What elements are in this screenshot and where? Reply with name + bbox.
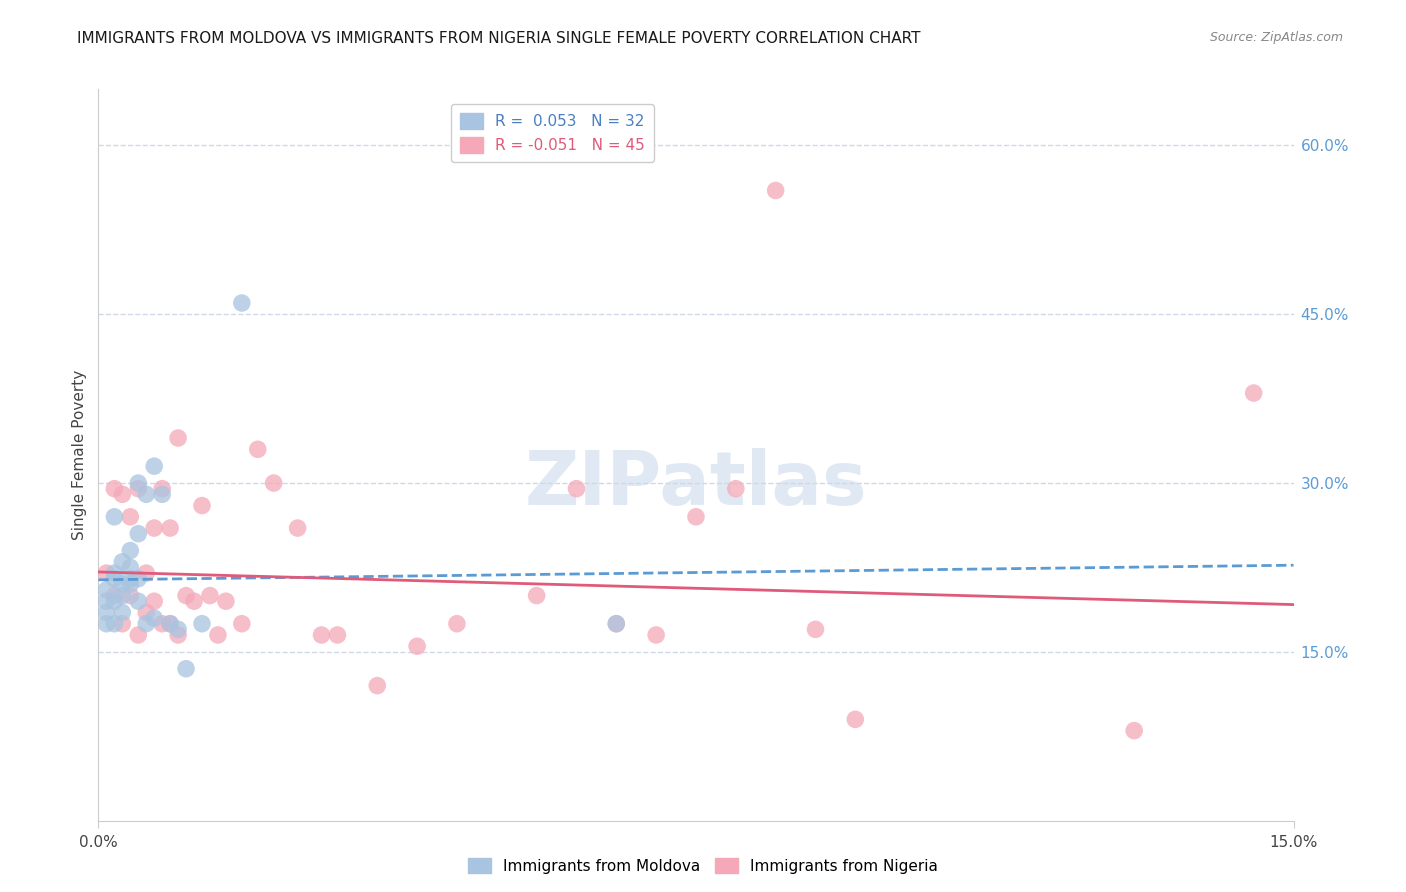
Point: [111, 577, 134, 591]
Point: [111, 589, 134, 603]
Point: [103, 482, 125, 496]
Point: [96, 606, 118, 620]
Point: [159, 521, 181, 535]
Point: [135, 606, 157, 620]
Point: [120, 577, 142, 591]
Y-axis label: Single Female Poverty: Single Female Poverty: [72, 370, 87, 540]
Point: [103, 566, 125, 580]
Point: [174, 662, 197, 676]
Point: [326, 628, 349, 642]
Point: [111, 616, 134, 631]
Point: [103, 589, 125, 603]
Point: [191, 616, 214, 631]
Point: [207, 628, 229, 642]
Point: [1243, 386, 1265, 401]
Point: [103, 509, 125, 524]
Point: [366, 679, 388, 693]
Point: [150, 487, 173, 501]
Point: [159, 616, 181, 631]
Point: [565, 482, 588, 496]
Point: [143, 521, 166, 535]
Point: [127, 482, 149, 496]
Point: [183, 594, 205, 608]
Point: [143, 594, 166, 608]
Point: [127, 628, 149, 642]
Point: [135, 487, 157, 501]
Point: [120, 572, 142, 586]
Point: [103, 616, 125, 631]
Point: [143, 459, 166, 474]
Text: Source: ZipAtlas.com: Source: ZipAtlas.com: [1209, 31, 1343, 45]
Point: [120, 543, 142, 558]
Point: [127, 594, 149, 608]
Point: [1123, 723, 1146, 738]
Point: [96, 566, 118, 580]
Point: [174, 589, 197, 603]
Point: [96, 594, 118, 608]
Point: [605, 616, 627, 631]
Point: [127, 476, 149, 491]
Point: [96, 582, 118, 597]
Point: [446, 616, 468, 631]
Point: [605, 616, 627, 631]
Point: [191, 499, 214, 513]
Point: [111, 606, 134, 620]
Point: [231, 616, 253, 631]
Point: [406, 639, 429, 653]
Point: [724, 482, 747, 496]
Point: [96, 616, 118, 631]
Text: IMMIGRANTS FROM MOLDOVA VS IMMIGRANTS FROM NIGERIA SINGLE FEMALE POVERTY CORRELA: IMMIGRANTS FROM MOLDOVA VS IMMIGRANTS FR…: [77, 31, 921, 46]
Point: [127, 572, 149, 586]
Point: [765, 184, 787, 198]
Point: [120, 509, 142, 524]
Point: [263, 476, 285, 491]
Point: [167, 431, 190, 445]
Point: [103, 572, 125, 586]
Point: [135, 616, 157, 631]
Point: [127, 526, 149, 541]
Point: [311, 628, 333, 642]
Point: [120, 560, 142, 574]
Point: [685, 509, 707, 524]
Point: [150, 616, 173, 631]
Point: [135, 566, 157, 580]
Point: [143, 611, 166, 625]
Text: ZIPatlas: ZIPatlas: [524, 448, 868, 521]
Point: [215, 594, 238, 608]
Point: [111, 555, 134, 569]
Point: [159, 616, 181, 631]
Point: [103, 594, 125, 608]
Point: [804, 623, 827, 637]
Point: [198, 589, 221, 603]
Point: [167, 623, 190, 637]
Point: [287, 521, 309, 535]
Point: [150, 482, 173, 496]
Point: [120, 589, 142, 603]
Point: [111, 487, 134, 501]
Point: [844, 712, 866, 726]
Point: [645, 628, 668, 642]
Point: [167, 628, 190, 642]
Point: [231, 296, 253, 310]
Point: [246, 442, 269, 457]
Point: [526, 589, 548, 603]
Legend: R =  0.053   N = 32, R = -0.051   N = 45: R = 0.053 N = 32, R = -0.051 N = 45: [451, 104, 654, 162]
Legend: Immigrants from Moldova, Immigrants from Nigeria: Immigrants from Moldova, Immigrants from…: [461, 852, 945, 880]
